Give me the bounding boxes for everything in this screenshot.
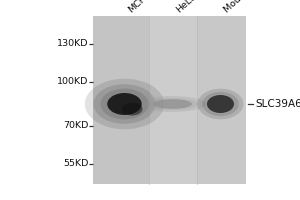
Ellipse shape (122, 103, 142, 116)
Bar (148, 16, 196, 184)
Ellipse shape (202, 92, 239, 116)
Text: HeLa: HeLa (174, 0, 198, 14)
Text: 70KD: 70KD (63, 121, 88, 130)
Ellipse shape (139, 96, 206, 112)
Text: Mouse testis: Mouse testis (222, 0, 272, 14)
Ellipse shape (198, 89, 244, 119)
Ellipse shape (107, 93, 142, 115)
Text: SLC39A6: SLC39A6 (255, 99, 300, 109)
Ellipse shape (100, 89, 149, 119)
Text: MCF7: MCF7 (126, 0, 152, 14)
Bar (196, 16, 246, 184)
Ellipse shape (94, 84, 156, 124)
Bar (93, 16, 148, 184)
Ellipse shape (147, 98, 198, 110)
Ellipse shape (85, 79, 164, 129)
Ellipse shape (153, 99, 192, 109)
Bar (93, 16, 246, 184)
Text: 55KD: 55KD (63, 160, 88, 168)
Text: 100KD: 100KD (57, 77, 88, 86)
Ellipse shape (207, 95, 234, 113)
Text: 130KD: 130KD (57, 40, 88, 48)
